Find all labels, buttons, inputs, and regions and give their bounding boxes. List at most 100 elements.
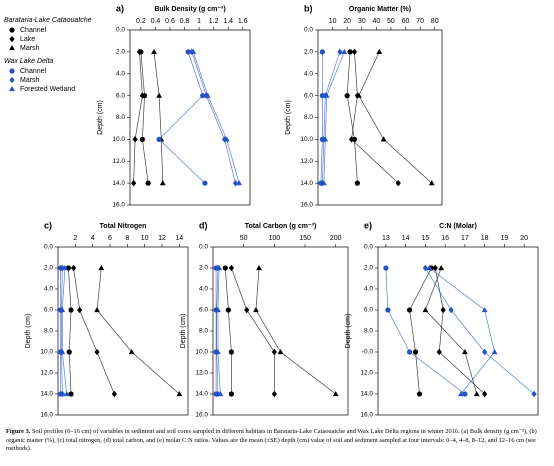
- x-tick-label: 60: [402, 18, 410, 25]
- point: [271, 390, 277, 398]
- x-axis-title: Bulk Density (g cm⁻³): [154, 6, 225, 13]
- series-line: [191, 51, 236, 184]
- point: [407, 349, 413, 355]
- x-tick-label: 2: [73, 235, 77, 242]
- point: [98, 265, 105, 271]
- point: [223, 136, 230, 142]
- x-axis-title: Total Nitrogen: [100, 223, 147, 230]
- legend-title: Barataria-Lake Cataouatche: [4, 17, 92, 24]
- y-tick-label: 10.0: [112, 136, 125, 143]
- panel-label: c): [44, 220, 52, 230]
- series-line: [409, 267, 432, 395]
- point: [59, 349, 66, 355]
- panel-label: a): [116, 3, 124, 13]
- point: [407, 307, 413, 313]
- series-line: [358, 51, 433, 184]
- series-line: [425, 267, 478, 395]
- point: [77, 306, 83, 314]
- point: [380, 136, 387, 142]
- y-tick-label: 2.0: [44, 265, 53, 272]
- point: [176, 391, 183, 397]
- legend-title: Wax Lake Delta: [4, 58, 53, 65]
- point: [139, 92, 145, 99]
- point: [383, 265, 389, 271]
- panel-label: b): [304, 3, 313, 13]
- point: [111, 390, 117, 398]
- panel-label: e): [364, 220, 372, 230]
- x-tick-label: 100: [269, 235, 281, 242]
- y-tick-label: 6.0: [116, 92, 125, 99]
- y-axis-title: Depth (cm): [180, 314, 187, 349]
- y-tick-label: 16.0: [360, 412, 373, 419]
- y-tick-label: 14.0: [112, 180, 125, 187]
- y-axis-title: Depth (cm): [285, 100, 292, 135]
- x-tick-label: 80: [431, 18, 439, 25]
- point: [351, 48, 358, 56]
- x-axis-title: C:N (Molar): [439, 223, 477, 230]
- figure: a) Bulk Density (g cm⁻³) Depth (cm) 0.2 0.4 0…: [4, 3, 539, 419]
- point: [9, 27, 15, 33]
- y-tick-label: 8.0: [304, 114, 313, 121]
- point: [222, 265, 228, 271]
- y-axis-title: Depth (cm): [25, 314, 32, 349]
- point: [531, 390, 537, 398]
- point: [354, 180, 360, 186]
- y-tick-label: 6.0: [44, 307, 53, 314]
- y-tick-label: 0.0: [304, 27, 313, 34]
- x-tick-label: 150: [299, 235, 311, 242]
- point: [426, 265, 433, 271]
- y-tick-label: 16.0: [40, 412, 53, 419]
- y-tick-label: 2.0: [199, 265, 208, 272]
- x-tick-label: 20: [343, 18, 351, 25]
- point: [438, 265, 445, 271]
- plot-frame: [57, 246, 189, 416]
- x-tick-label: 4: [91, 235, 95, 242]
- y-tick-label: 14.0: [195, 391, 208, 398]
- point: [412, 349, 419, 355]
- y-tick-label: -0.0: [362, 349, 374, 356]
- point: [68, 307, 74, 313]
- point: [59, 390, 65, 398]
- y-axis-title: Depth (cm): [97, 100, 104, 135]
- y-tick-label: 4.0: [199, 286, 208, 293]
- y-tick-label: 8.0: [364, 328, 373, 335]
- y-tick-label: 6.0: [199, 307, 208, 314]
- point: [256, 265, 262, 271]
- y-tick-label: 2.0: [364, 265, 373, 272]
- x-tick-label: 50: [387, 18, 395, 25]
- y-tick-label: 8.0: [199, 328, 208, 335]
- point: [332, 391, 339, 397]
- x-tick-label: 1.4: [223, 18, 233, 25]
- y-tick-label: 8.0: [44, 328, 53, 335]
- point: [202, 180, 208, 186]
- point: [323, 92, 330, 98]
- point: [9, 45, 15, 51]
- legend-label: Marsh: [20, 77, 40, 84]
- point: [348, 136, 355, 143]
- series-line: [351, 51, 399, 184]
- y-tick-label: 4.0: [116, 70, 125, 77]
- point: [204, 92, 211, 98]
- x-tick-label: 1.2: [209, 18, 219, 25]
- series-line: [231, 267, 275, 394]
- point: [416, 391, 423, 397]
- point: [462, 391, 468, 397]
- y-tick-label: 14.0: [360, 391, 373, 398]
- y-tick-label: 12.0: [360, 370, 373, 377]
- x-axis-title: Organic Matter (%): [349, 6, 411, 13]
- point: [344, 93, 350, 99]
- point: [59, 264, 65, 272]
- point: [337, 48, 343, 56]
- y-tick-label: 12.0: [195, 370, 208, 377]
- series-line: [434, 267, 485, 395]
- x-tick-label: 8: [125, 235, 129, 242]
- point: [422, 264, 429, 272]
- series-line: [322, 51, 341, 184]
- point: [94, 348, 100, 356]
- series-line: [425, 267, 535, 395]
- point: [322, 136, 329, 142]
- x-tick-label: 200: [330, 235, 342, 242]
- point: [215, 349, 221, 355]
- x-tick-label: 15: [422, 235, 430, 242]
- series-line: [255, 267, 336, 395]
